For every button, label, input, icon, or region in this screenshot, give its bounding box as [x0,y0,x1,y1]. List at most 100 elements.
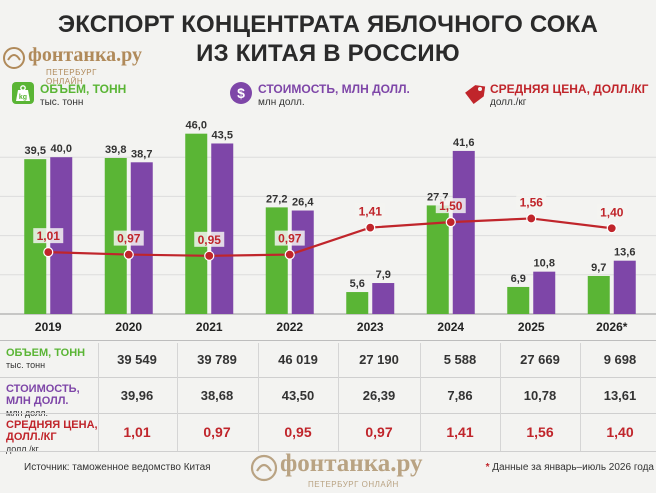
price-point [43,247,54,258]
price-tag-icon [462,82,486,105]
source-note: Источник: таможенное ведомство Китая [24,462,211,473]
x-tick-label: 2024 [437,320,464,334]
chart-plot: 39,5 40,0 2019 39,8 38,7 2020 46,0 43,5 2021 27,2… [0,120,656,334]
table-row-label: СРЕДНЯЯ ЦЕНА, ДОЛЛ./КГ долл./кг [6,419,98,455]
table-cell: 27 669 [520,352,560,367]
table-column-divider [258,343,259,451]
table-cell: 38,68 [200,388,234,403]
bar-value [372,283,395,314]
bar-volume-label: 39,5 [25,145,46,157]
price-label-bg [516,194,547,210]
logo-subtitle: ПЕТЕРБУРГ ОНЛАЙН [46,68,97,86]
price-label: 1,56 [520,195,544,209]
bar-value-label: 41,6 [453,137,474,149]
table-cell: 10,78 [523,388,557,403]
title-line-2: ИЗ КИТАЯ В РОССИЮ [196,40,460,67]
table-cell: 1,41 [446,424,474,440]
bar-volume [265,207,288,314]
price-label: 0,97 [117,232,141,246]
price-label-bg [194,231,225,247]
kg-label: kg [19,94,27,101]
kg-weight-icon: kg [12,82,34,104]
table-cell: 39 789 [197,352,237,367]
table-cell: 1,56 [526,424,554,440]
table-cell: 27 190 [359,352,399,367]
fontanka-emblem-icon [3,47,25,69]
table-column-divider [420,343,421,451]
table-cell: 0,97 [365,424,393,440]
price-point [606,223,617,234]
fontanka-logo: фонтанка.ру ПЕТЕРБУРГ ОНЛАЙН [2,44,142,86]
row-unit-text: тыс. тонн [6,360,46,370]
bar-value [533,271,556,314]
bar-volume-label: 9,7 [591,262,606,274]
bar-value [211,143,234,314]
table-cell: 46 019 [278,352,318,367]
bar-value [613,260,636,314]
price-label: 1,41 [359,205,383,219]
bar-volume [587,275,610,314]
dollar-icon: $ [230,82,252,104]
legend-volume-unit: тыс. тонн [40,97,84,108]
logo-bottom-subtitle: ПЕТЕРБУРГ ОНЛАЙН [308,480,399,489]
table-cell: 0,97 [203,424,231,440]
table-cell: 26,39 [362,388,396,403]
table-cell: 1,40 [606,424,634,440]
price-point [445,217,456,228]
price-label-bg [33,228,64,244]
bar-volume-label: 46,0 [186,120,207,132]
legend-price-unit: долл./кг [490,97,527,108]
x-tick-label: 2026* [596,320,628,334]
bar-value-label: 26,4 [292,197,314,209]
bar-value-label: 13,6 [614,247,635,259]
bar-value [452,150,475,314]
price-label-bg [355,203,386,219]
title-line-1: ЭКСПОРТ КОНЦЕНТРАТА ЯБЛОЧНОГО СОКА [57,11,599,38]
table-column-divider [98,343,99,451]
table-cell: 5 588 [443,352,477,367]
table-column-divider [338,343,339,451]
table-column-divider [500,343,501,451]
table-cell: 39 549 [117,352,157,367]
table-cell: 0,95 [284,424,312,440]
logo-name: фонтанка.ру [28,44,143,66]
table-column-divider [177,343,178,451]
bar-volume-label: 27,2 [266,193,287,205]
price-line [48,217,612,257]
price-label: 1,40 [600,205,624,219]
table-cell: 1,01 [123,424,151,440]
logo-bottom-name: фонтанка.ру [280,450,423,477]
footnote-star: * [485,462,490,473]
table-cell: 9 698 [603,352,637,367]
price-label-bg [596,204,627,220]
bar-value-label: 40,0 [51,143,72,155]
table-row-divider [0,413,656,414]
bar-value [291,210,314,314]
table-row-divider [0,377,656,378]
x-tick-label: 2019 [35,320,62,334]
price-label: 1,50 [439,199,463,213]
bar-value-label: 38,7 [131,148,152,160]
bar-volume-label: 5,6 [350,278,365,290]
footnote-text: Данные за январь–июль 2026 года [492,462,654,473]
bar-value-label: 7,9 [376,269,391,281]
price-label-bg [113,230,144,246]
table-row-divider [0,451,656,452]
table-row-label: ОБЪЕМ, ТОНН тыс. тонн [6,347,98,371]
bar-volume [426,205,449,314]
price-point [204,250,215,261]
fontanka-emblem-icon-bottom [250,454,278,482]
row-label-text: СРЕДНЯЯ ЦЕНА, ДОЛЛ./КГ [6,419,98,443]
chart-title: ЭКСПОРТ КОНЦЕНТРАТА ЯБЛОЧНОГО СОКА ИЗ КИ… [0,10,656,68]
price-point [526,213,537,224]
price-label: 0,97 [278,232,302,246]
bar-volume-label: 39,8 [105,144,126,156]
x-tick-label: 2022 [276,320,303,334]
price-label-bg [274,230,305,246]
bar-volume-label: 6,9 [511,273,526,285]
x-tick-label: 2025 [518,320,545,334]
bar-volume [346,292,369,314]
row-label-text: СТОИМОСТЬ, МЛН ДОЛЛ. [6,383,80,407]
legend-volume-name: ОБЪЕМ, ТОНН [40,82,127,96]
row-unit-text: долл./кг [6,444,39,454]
